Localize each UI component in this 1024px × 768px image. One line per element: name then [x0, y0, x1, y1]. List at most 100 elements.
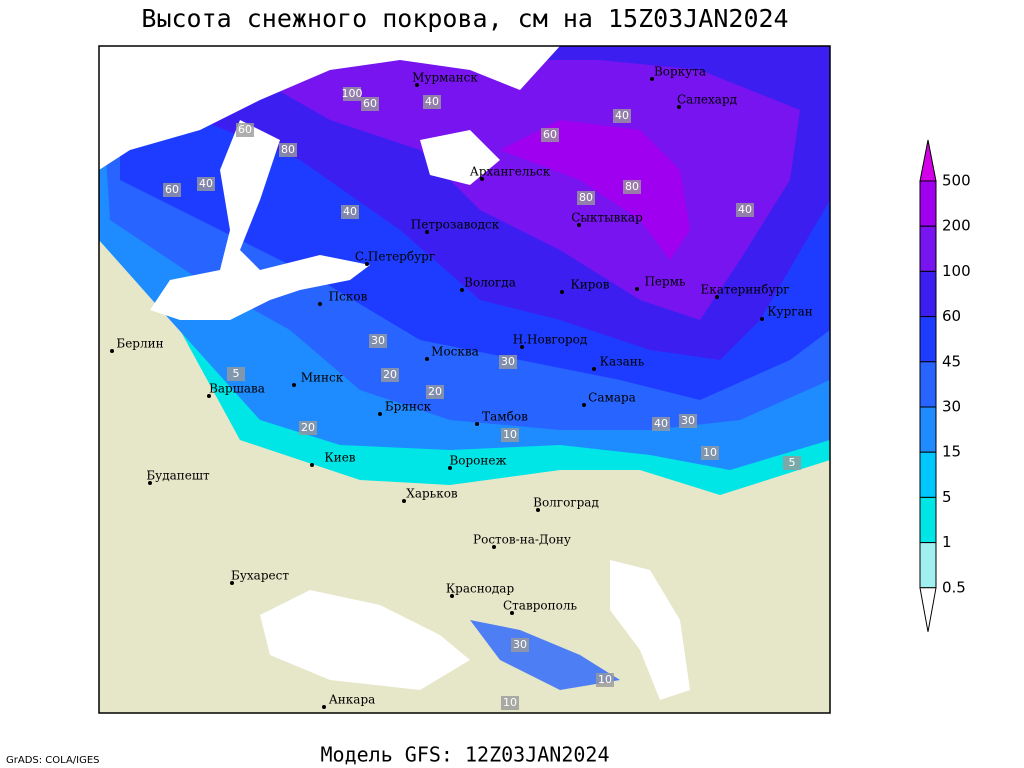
- city-label: Киев: [324, 451, 355, 465]
- city-label: Екатеринбург: [700, 283, 789, 297]
- legend-swatch: [919, 542, 937, 589]
- contour-label-box: [426, 385, 444, 399]
- city-dot: [460, 288, 464, 292]
- city-dot: [715, 295, 719, 299]
- city-dot: [425, 357, 429, 361]
- city-dot: [318, 302, 322, 306]
- contour-label-box: [736, 203, 754, 217]
- labels: Мурманск Воркута Салехард Архангельск Петроз…: [110, 65, 813, 710]
- contour-label-box: [652, 417, 670, 431]
- contour-label-box: [511, 638, 529, 652]
- city-dot: [510, 611, 514, 615]
- contour-label-box: [227, 367, 245, 381]
- legend-label: 60: [942, 307, 961, 325]
- city-label: Казань: [600, 355, 645, 369]
- contour-label: 10: [703, 446, 717, 459]
- contour-label-box: [343, 87, 361, 101]
- map-frame: [98, 45, 831, 714]
- city-dot: [230, 581, 234, 585]
- footer-model: Модель GFS: 12Z03JAN2024: [321, 743, 610, 767]
- city-label: Будапешт: [146, 469, 210, 483]
- contour-label: 40: [615, 109, 629, 122]
- legend-swatch: [919, 225, 937, 272]
- contour-label: 40: [654, 417, 668, 430]
- map: [99, 46, 830, 713]
- city-label: Самара: [588, 391, 636, 405]
- contour-label-box: [501, 428, 519, 442]
- city-dot: [760, 317, 764, 321]
- contour-label-box: [577, 191, 595, 205]
- city-label: Брянск: [385, 400, 432, 414]
- city-dot: [650, 77, 654, 81]
- city-dot: [207, 394, 211, 398]
- city-dot: [492, 545, 496, 549]
- city-label: Анкара: [329, 693, 376, 707]
- contour-label-box: [423, 95, 441, 109]
- contour-label: 60: [543, 128, 557, 141]
- contour-label: 30: [371, 334, 385, 347]
- city-label: Краснодар: [446, 582, 515, 596]
- contour-label: 80: [625, 180, 639, 193]
- contour-label: 60: [165, 183, 179, 196]
- city-label: Пермь: [644, 275, 686, 289]
- city-dot: [448, 466, 452, 470]
- contour-label: 20: [301, 421, 315, 434]
- contour-label: 60: [238, 123, 252, 136]
- city-dot: [592, 367, 596, 371]
- legend-swatch: [919, 451, 937, 498]
- city-dot: [520, 345, 524, 349]
- legend-label: 200: [942, 217, 971, 235]
- city-dot: [475, 422, 479, 426]
- city-label: Харьков: [406, 487, 458, 501]
- contour-label: 20: [428, 385, 442, 398]
- contour-label: 5: [789, 456, 796, 469]
- contour-label: 5: [233, 367, 240, 380]
- city-label: Варшава: [209, 382, 265, 396]
- contour-label-box: [613, 109, 631, 123]
- legend-label: 30: [942, 398, 961, 416]
- contour-label: 20: [383, 368, 397, 381]
- city-dot: [450, 594, 454, 598]
- city-dot: [635, 287, 639, 291]
- legend-label: 0.5: [942, 578, 966, 596]
- city-label: Петрозаводск: [411, 218, 500, 232]
- city-label: Вологда: [464, 276, 516, 290]
- legend-swatch: [919, 406, 937, 453]
- legend-swatch: [919, 270, 937, 318]
- contour-label-box: [236, 123, 254, 137]
- legend-label: 100: [942, 262, 971, 280]
- contour-label-box: [381, 368, 399, 382]
- city-label: Москва: [431, 345, 479, 359]
- city-label: Киров: [571, 278, 610, 292]
- contour-label: 60: [363, 97, 377, 110]
- city-label: Минск: [301, 371, 344, 385]
- legend-swatch: [919, 361, 937, 408]
- contour-label-box: [299, 421, 317, 435]
- contour-label-box: [623, 180, 641, 194]
- legend: 500 200 100 60 45 30 15 5 1 0.5: [919, 139, 971, 632]
- city-label: Воронеж: [449, 454, 506, 468]
- city-label: Ростов-на-Дону: [473, 533, 571, 547]
- contour-label-box: [369, 334, 387, 348]
- contour-label: 10: [598, 673, 612, 686]
- city-dot: [480, 177, 484, 181]
- contour-label-box: [679, 414, 697, 428]
- contour-label: 40: [425, 95, 439, 108]
- city-dot: [310, 463, 314, 467]
- footer-credit: GrADS: COLA/IGES: [6, 755, 100, 766]
- contour-label: 40: [738, 203, 752, 216]
- city-label: Бухарест: [231, 569, 289, 583]
- contour-label: 30: [513, 638, 527, 651]
- city-dot: [110, 349, 114, 353]
- city-dot: [582, 403, 586, 407]
- contour-label: 100: [342, 87, 363, 100]
- city-dot: [402, 499, 406, 503]
- city-dot: [415, 83, 419, 87]
- contour-label: 40: [199, 177, 213, 190]
- city-dot: [292, 383, 296, 387]
- city-label: Волгоград: [533, 496, 599, 510]
- contour-label: 80: [579, 191, 593, 204]
- city-label: Тамбов: [482, 410, 528, 424]
- legend-label: 1: [942, 533, 952, 551]
